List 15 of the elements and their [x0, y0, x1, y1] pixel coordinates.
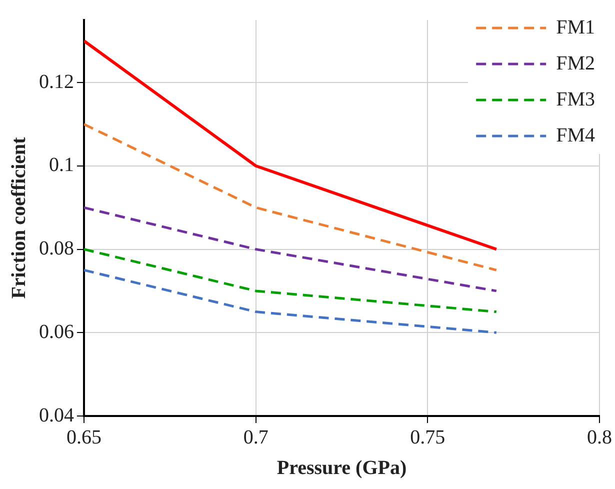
y-tick-label: 0.04	[39, 404, 74, 426]
x-tick-label: 0.65	[66, 426, 102, 448]
legend-label: FM2	[556, 52, 595, 74]
y-tick-label: 0.08	[39, 238, 74, 260]
x-tick-label: 0.75	[410, 426, 446, 448]
y-tick-label: 0.12	[39, 70, 74, 93]
x-tick-label: 0.7	[243, 426, 268, 448]
x-axis-title: Pressure (GPa)	[276, 457, 407, 480]
y-tick-label: 0.1	[49, 154, 74, 176]
y-tick-label: 0.06	[39, 320, 74, 343]
x-tick-label: 0.8	[587, 426, 612, 448]
legend-label: FM3	[556, 88, 595, 110]
legend-label: FM4	[556, 124, 595, 146]
legend-label: FM1	[556, 16, 595, 38]
y-axis-title: Friction coefficient	[8, 136, 30, 299]
